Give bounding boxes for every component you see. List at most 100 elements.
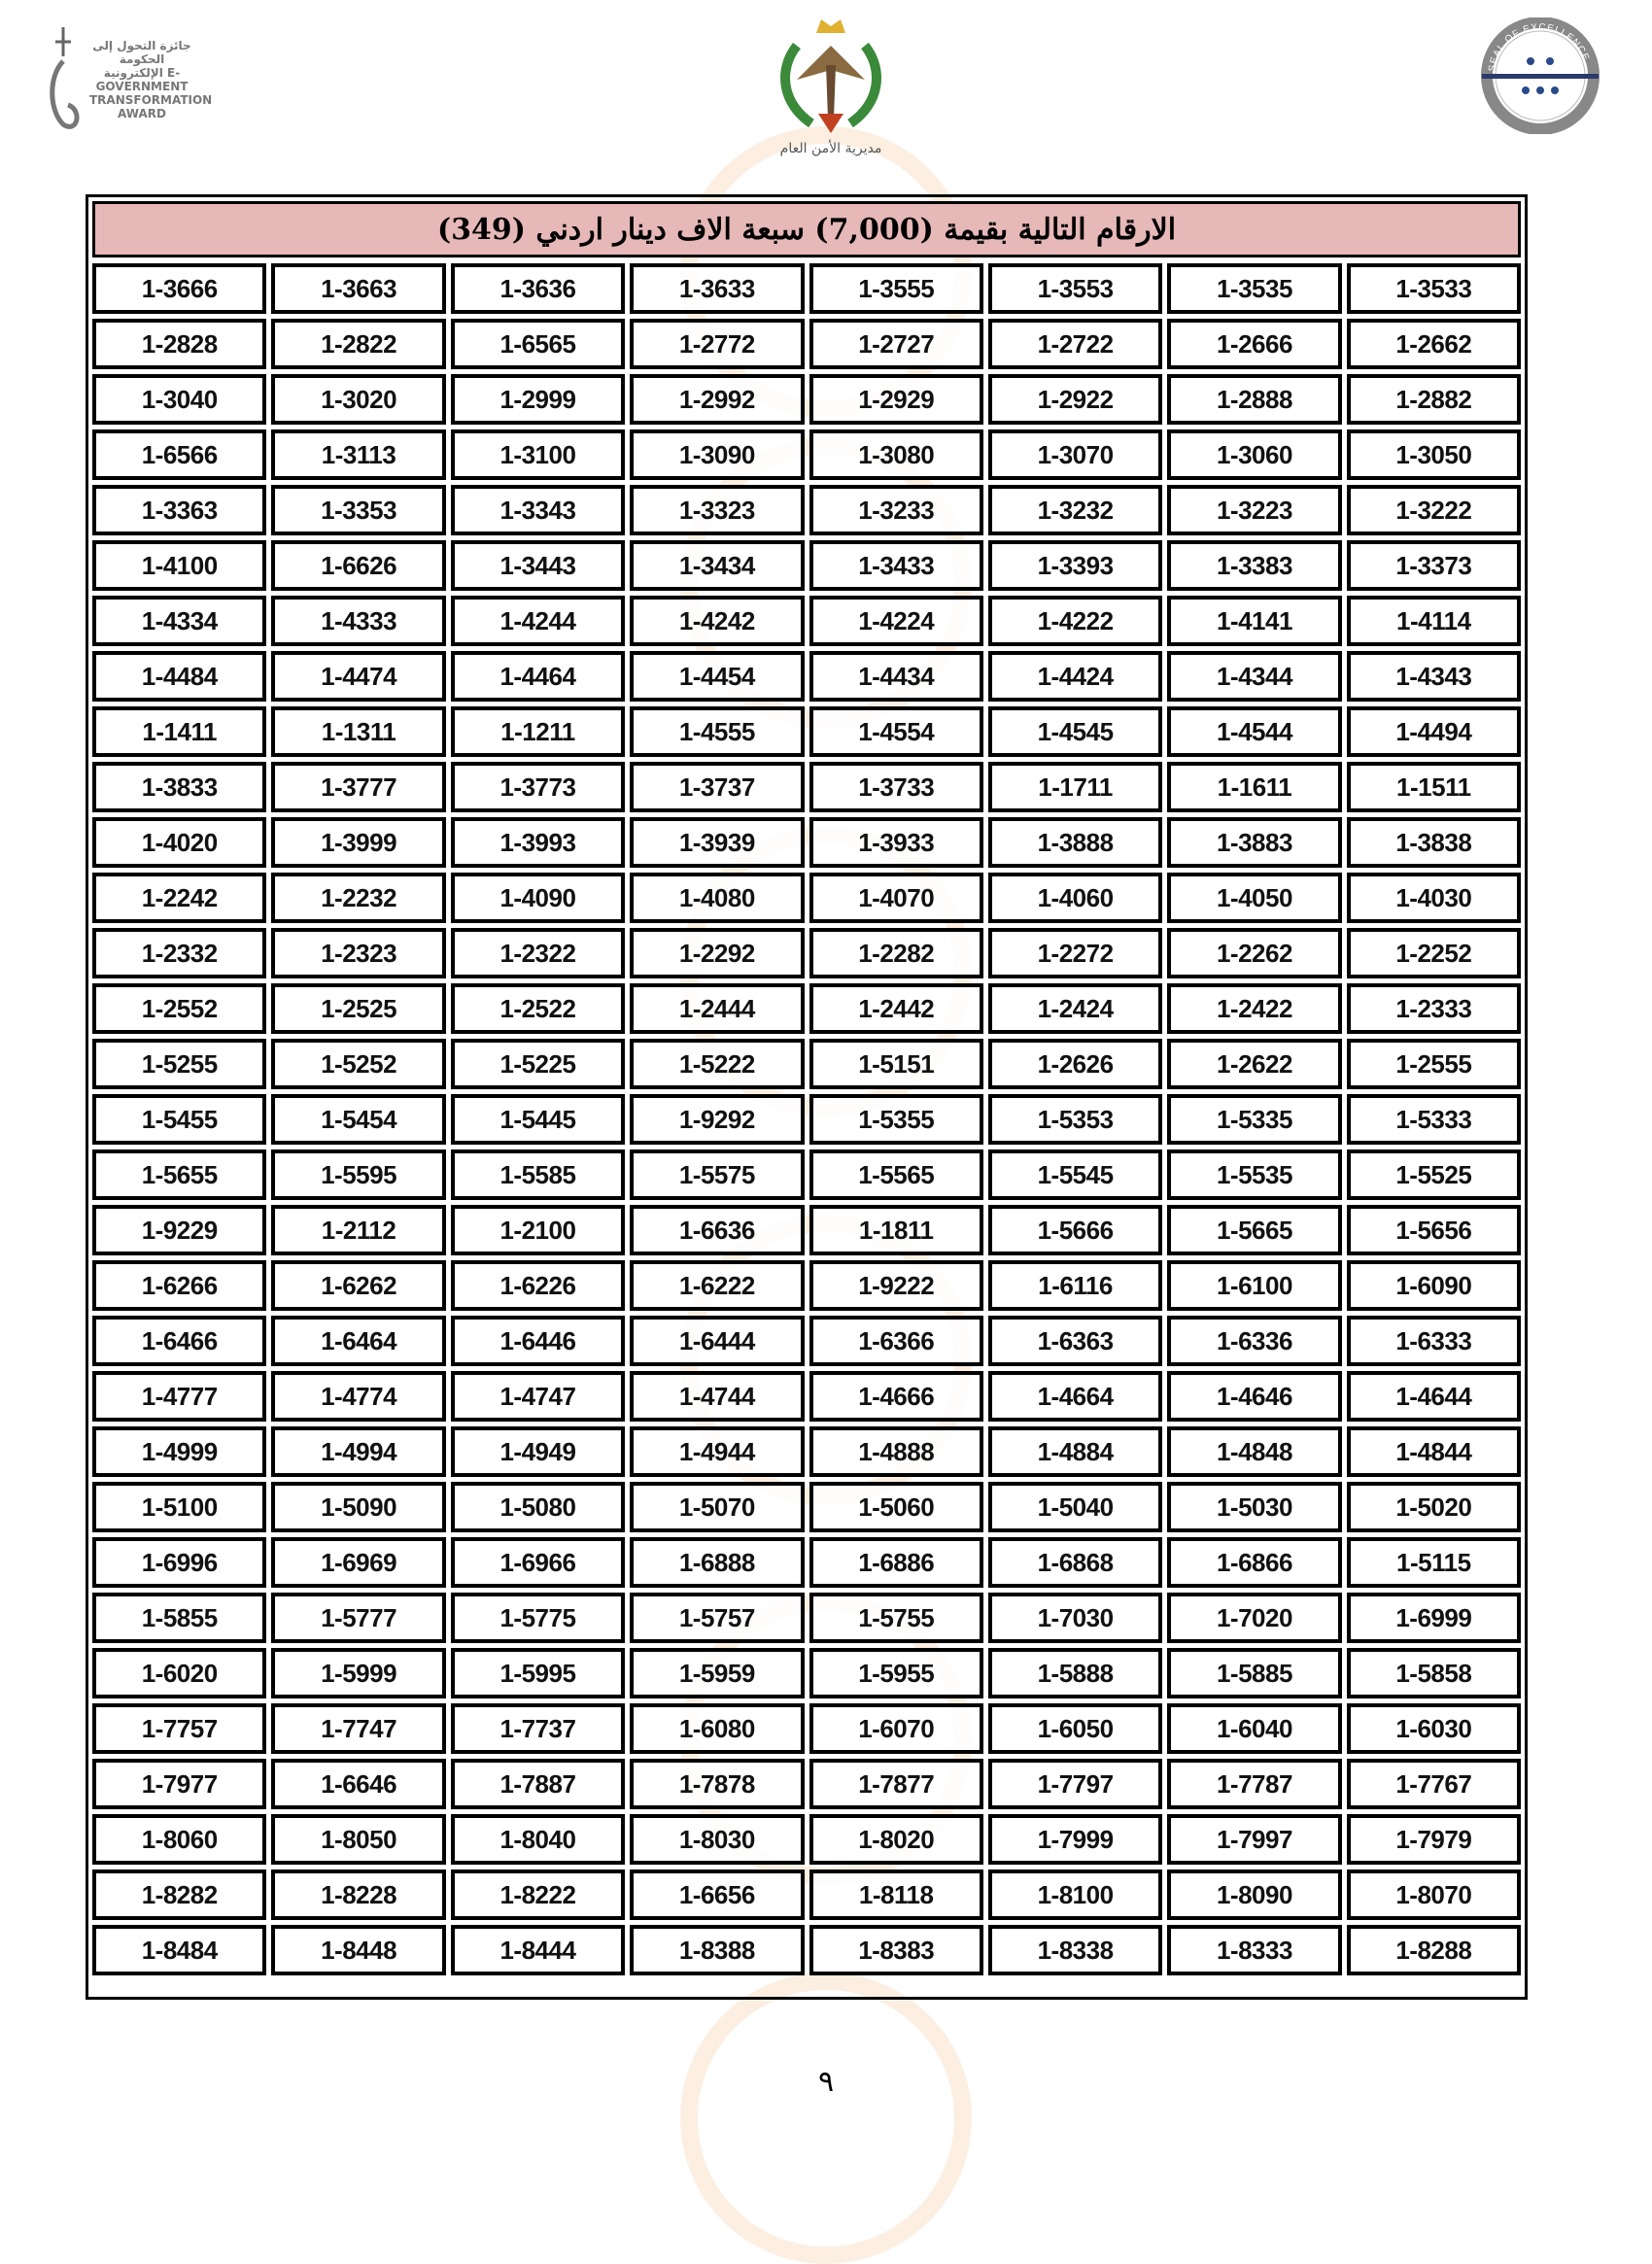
number-cell: 1-6222 — [630, 1260, 805, 1311]
number-cell: 1-7767 — [1346, 1759, 1521, 1809]
number-cell: 1-2922 — [987, 374, 1163, 425]
number-cell: 1-2252 — [1346, 928, 1521, 978]
number-cell: 1-4141 — [1167, 596, 1342, 646]
number-cell: 1-5565 — [809, 1149, 983, 1200]
number-cell: 1-6444 — [630, 1316, 805, 1366]
number-cell: 1-3233 — [809, 485, 983, 535]
number-cell: 1-3373 — [1346, 540, 1521, 591]
number-cell: 1-9229 — [92, 1205, 267, 1255]
number-cell: 1-4070 — [809, 873, 983, 923]
number-cell: 1-3223 — [1167, 485, 1342, 535]
number-cell: 1-2232 — [271, 873, 446, 923]
number-cell: 1-2822 — [271, 319, 446, 369]
number-cell: 1-6866 — [1167, 1537, 1342, 1588]
number-cell: 1-4454 — [630, 651, 805, 702]
number-cell: 1-2929 — [809, 374, 983, 425]
number-cell: 1-2727 — [809, 319, 983, 369]
number-cell: 1-6040 — [1167, 1703, 1342, 1754]
number-cell: 1-5252 — [271, 1039, 446, 1089]
number-cell: 1-8090 — [1167, 1870, 1342, 1920]
number-cell: 1-7999 — [987, 1814, 1163, 1865]
number-cell: 1-5595 — [271, 1149, 446, 1200]
number-cell: 1-7787 — [1167, 1759, 1342, 1809]
number-cell: 1-8050 — [271, 1814, 446, 1865]
number-cell: 1-7030 — [987, 1593, 1163, 1643]
number-cell: 1-8448 — [271, 1925, 446, 1975]
number-cell: 1-6446 — [450, 1316, 626, 1366]
number-cell: 1-8338 — [987, 1925, 1163, 1975]
number-cell: 1-8383 — [809, 1925, 983, 1975]
number-cell: 1-3883 — [1167, 817, 1342, 868]
number-cell: 1-5585 — [450, 1149, 626, 1200]
number-cell: 1-8118 — [809, 1870, 983, 1920]
number-cell: 1-3636 — [450, 263, 626, 314]
watermark-clock — [680, 1972, 972, 2264]
number-cell: 1-3888 — [987, 817, 1163, 868]
number-cell: 1-5995 — [450, 1648, 626, 1698]
number-cell: 1-4848 — [1167, 1426, 1342, 1477]
number-cell: 1-1511 — [1346, 762, 1521, 812]
number-cell: 1-3050 — [1346, 429, 1521, 480]
number-cell: 1-5040 — [987, 1482, 1163, 1532]
number-cell: 1-2626 — [987, 1039, 1163, 1089]
number-cell: 1-4090 — [450, 873, 626, 923]
number-cell: 1-7797 — [987, 1759, 1163, 1809]
number-cell: 1-4544 — [1167, 706, 1342, 757]
number-cell: 1-4777 — [92, 1371, 267, 1422]
number-cell: 1-3833 — [92, 762, 267, 812]
number-cell: 1-2888 — [1167, 374, 1342, 425]
number-cell: 1-3553 — [987, 263, 1163, 314]
number-cell: 1-6966 — [450, 1537, 626, 1588]
number-cell: 1-2525 — [271, 983, 446, 1034]
number-cell: 1-6566 — [92, 429, 267, 480]
number-cell: 1-3090 — [630, 429, 805, 480]
number-cell: 1-3555 — [809, 263, 983, 314]
number-cell: 1-8228 — [271, 1870, 446, 1920]
number-cell: 1-2100 — [450, 1205, 626, 1255]
number-cell: 1-5333 — [1346, 1094, 1521, 1145]
number-cell: 1-5020 — [1346, 1482, 1521, 1532]
number-cell: 1-4464 — [450, 651, 626, 702]
number-cell: 1-2112 — [271, 1205, 446, 1255]
number-cell: 1-4222 — [987, 596, 1163, 646]
number-cell: 1-2442 — [809, 983, 983, 1034]
number-cell: 1-3933 — [809, 817, 983, 868]
number-cell: 1-5775 — [450, 1593, 626, 1643]
number-cell: 1-6030 — [1346, 1703, 1521, 1754]
number-cell: 1-2522 — [450, 983, 626, 1034]
number-cell: 1-7977 — [92, 1759, 267, 1809]
number-cell: 1-9292 — [630, 1094, 805, 1145]
number-cell: 1-3939 — [630, 817, 805, 868]
number-cell: 1-2722 — [987, 319, 1163, 369]
number-cell: 1-5665 — [1167, 1205, 1342, 1255]
number-cell: 1-3733 — [809, 762, 983, 812]
number-cell: 1-4774 — [271, 1371, 446, 1422]
number-cell: 1-1611 — [1167, 762, 1342, 812]
number-cell: 1-4545 — [987, 706, 1163, 757]
number-cell: 1-5090 — [271, 1482, 446, 1532]
number-cell: 1-6996 — [92, 1537, 267, 1588]
number-cell: 1-8484 — [92, 1925, 267, 1975]
number-cell: 1-3838 — [1346, 817, 1521, 868]
number-cell: 1-3737 — [630, 762, 805, 812]
number-cell: 1-4666 — [809, 1371, 983, 1422]
number-cell: 1-4994 — [271, 1426, 446, 1477]
number-cell: 1-4555 — [630, 706, 805, 757]
number-cell: 1-6363 — [987, 1316, 1163, 1366]
number-cell: 1-4050 — [1167, 873, 1342, 923]
public-security-emblem: مديرية الأمن العام — [780, 19, 881, 156]
number-cell: 1-2999 — [450, 374, 626, 425]
number-cell: 1-2322 — [450, 928, 626, 978]
number-cell: 1-4333 — [271, 596, 446, 646]
number-cell: 1-3222 — [1346, 485, 1521, 535]
number-cell: 1-2772 — [630, 319, 805, 369]
number-cell: 1-5080 — [450, 1482, 626, 1532]
number-cell: 1-4664 — [987, 1371, 1163, 1422]
number-cell: 1-2552 — [92, 983, 267, 1034]
number-cell: 1-7877 — [809, 1759, 983, 1809]
egov-award-logo — [50, 27, 80, 129]
number-cell: 1-4494 — [1346, 706, 1521, 757]
number-cell: 1-4244 — [450, 596, 626, 646]
number-cell: 1-2272 — [987, 928, 1163, 978]
number-cell: 1-5335 — [1167, 1094, 1342, 1145]
